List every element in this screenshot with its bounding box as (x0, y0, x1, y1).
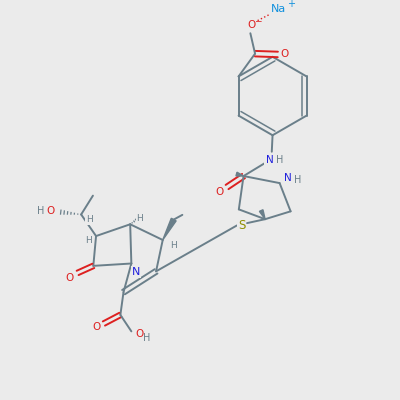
Polygon shape (163, 218, 176, 240)
Text: S: S (238, 219, 245, 232)
Text: H: H (276, 154, 283, 164)
Text: O: O (47, 206, 55, 216)
Text: O: O (215, 187, 223, 197)
Text: O: O (247, 20, 255, 30)
Text: H: H (294, 175, 301, 185)
Text: H: H (38, 206, 45, 216)
Text: H: H (170, 241, 177, 250)
Text: H: H (85, 236, 92, 245)
Text: N: N (132, 267, 140, 277)
Text: O: O (135, 330, 143, 340)
Text: H: H (143, 333, 151, 343)
Text: N: N (266, 155, 273, 165)
Text: H: H (137, 214, 143, 223)
Text: −: − (254, 17, 261, 26)
Text: H: H (86, 215, 93, 224)
Text: O: O (281, 49, 289, 59)
Polygon shape (236, 172, 244, 176)
Text: N: N (284, 173, 292, 183)
Text: O: O (66, 273, 74, 283)
Polygon shape (260, 210, 265, 219)
Text: +: + (287, 0, 295, 9)
Text: Na: Na (271, 4, 286, 14)
Text: O: O (92, 322, 100, 332)
